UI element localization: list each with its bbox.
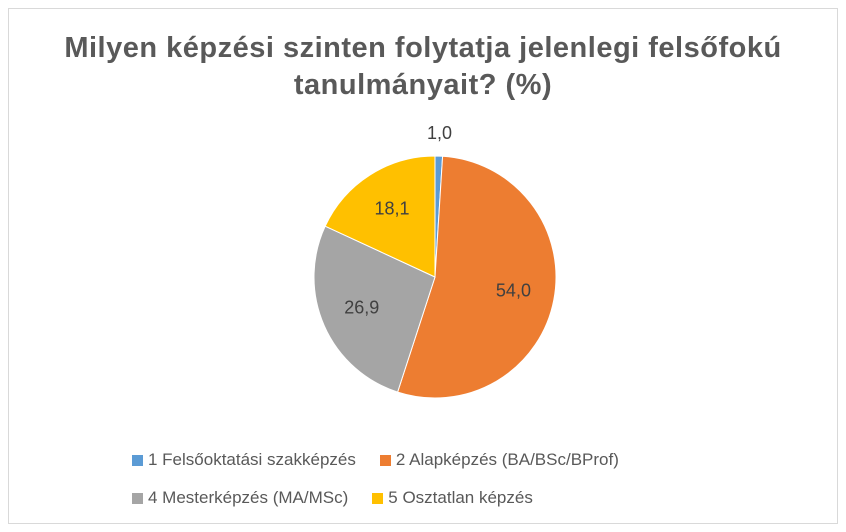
data-label: 26,9 — [344, 298, 379, 318]
legend-item: 2 Alapképzés (BA/BSc/BProf) — [379, 448, 619, 472]
legend-label: 1 Felsőoktatási szakképzés — [148, 450, 356, 469]
legend-label: 5 Osztatlan képzés — [388, 488, 533, 507]
legend-item: 1 Felsőoktatási szakképzés — [132, 448, 356, 472]
data-label: 54,0 — [496, 281, 531, 301]
legend-swatch — [372, 492, 384, 504]
chart-title: Milyen képzési szinten folytatja jelenle… — [64, 32, 782, 101]
legend-label: 4 Mesterképzés (MA/MSc) — [148, 488, 349, 507]
legend: 1 Felsőoktatási szakképzés 2 Alapképzés (… — [132, 448, 782, 510]
legend-item: 5 Osztatlan képzés — [372, 486, 533, 510]
chart-border — [8, 8, 838, 524]
pie-slice — [324, 155, 436, 278]
legend-label: 2 Alapképzés (BA/BSc/BProf) — [395, 450, 619, 469]
legend-swatch — [132, 454, 143, 466]
pie-slice — [313, 225, 436, 393]
legend-item: 4 Mesterképzés (MA/MSc) — [132, 486, 348, 510]
data-label: 1,0 — [427, 123, 452, 143]
legend-swatch — [132, 492, 143, 504]
data-label: 18,1 — [374, 198, 409, 218]
pie-slice — [396, 155, 557, 399]
legend-swatch — [379, 454, 391, 466]
